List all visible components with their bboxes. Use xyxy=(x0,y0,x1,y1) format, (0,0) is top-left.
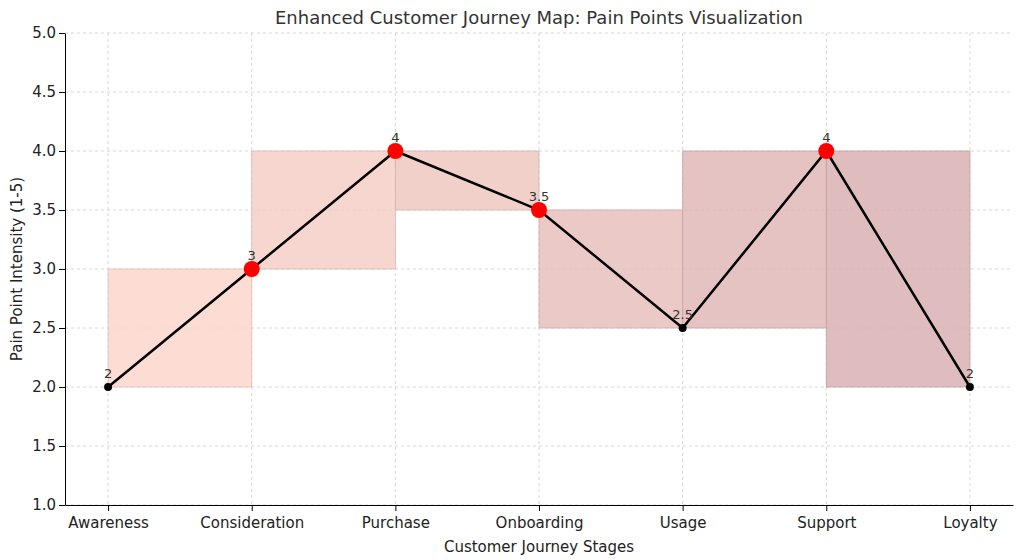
x-tick: Loyalty xyxy=(943,505,997,532)
grid-line xyxy=(65,92,1013,93)
circle-marker xyxy=(244,261,260,277)
grid xyxy=(65,33,1013,505)
x-tick: Consideration xyxy=(200,505,304,532)
data-label: 2 xyxy=(966,366,974,381)
x-tick-label: Purchase xyxy=(362,514,430,532)
circle-marker xyxy=(104,383,112,391)
y-tick-mark xyxy=(59,33,65,34)
data-label: 2.5 xyxy=(672,307,693,322)
y-tick: 1.0 xyxy=(32,496,65,514)
x-tick: Purchase xyxy=(362,505,430,532)
x-tick: Awareness xyxy=(68,505,149,532)
y-tick-label: 1.5 xyxy=(32,437,56,455)
x-tick-label: Usage xyxy=(660,514,707,532)
circle-marker xyxy=(966,383,974,391)
circle-marker xyxy=(679,324,687,332)
y-tick-mark xyxy=(59,151,65,152)
circle-marker xyxy=(818,143,834,159)
y-tick-label: 3.5 xyxy=(32,201,56,219)
data-label: 3.5 xyxy=(529,189,550,204)
y-tick-mark xyxy=(59,446,65,447)
x-tick-mark xyxy=(395,505,396,511)
data-label: 4 xyxy=(822,130,830,145)
y-axis: 1.0 1.5 2.0 2.5 3.0 3.5 4.0 4.5 5.0 xyxy=(32,24,65,514)
x-tick: Usage xyxy=(660,505,707,532)
x-tick: Onboarding xyxy=(496,505,584,532)
plot-area xyxy=(104,143,974,391)
data-label: 2 xyxy=(104,366,112,381)
y-tick-label: 1.0 xyxy=(32,496,56,514)
x-tick: Support xyxy=(797,505,856,532)
y-tick-label: 3.0 xyxy=(32,260,56,278)
y-tick-mark xyxy=(59,210,65,211)
x-axis-title: Customer Journey Stages xyxy=(444,538,634,556)
x-tick-mark xyxy=(539,505,540,511)
y-tick: 4.0 xyxy=(32,142,65,160)
x-tick-mark xyxy=(970,505,971,511)
x-tick-label: Consideration xyxy=(200,514,304,532)
circle-marker xyxy=(387,143,403,159)
data-labels: 2 3 4 3.5 2.5 4 2 xyxy=(104,130,974,381)
y-tick-label: 2.5 xyxy=(32,319,56,337)
y-tick-mark xyxy=(59,92,65,93)
y-tick-mark xyxy=(59,269,65,270)
x-tick-mark xyxy=(252,505,253,511)
y-tick-label: 4.0 xyxy=(32,142,56,160)
y-tick-label: 2.0 xyxy=(32,378,56,396)
y-tick-mark xyxy=(59,505,65,506)
x-tick-label: Loyalty xyxy=(943,514,997,532)
x-tick-label: Support xyxy=(797,514,856,532)
y-tick: 3.0 xyxy=(32,260,65,278)
grid-line xyxy=(65,446,1013,447)
y-tick: 5.0 xyxy=(32,24,65,42)
x-tick-mark xyxy=(826,505,827,511)
y-tick-label: 4.5 xyxy=(32,83,56,101)
line xyxy=(108,151,970,387)
y-tick: 4.5 xyxy=(32,83,65,101)
x-tick-label: Awareness xyxy=(68,514,149,532)
y-axis-line xyxy=(65,34,66,506)
circle-marker xyxy=(531,202,547,218)
title: Enhanced Customer Journey Map: Pain Poin… xyxy=(275,7,803,28)
y-tick-mark xyxy=(59,328,65,329)
y-tick: 3.5 xyxy=(32,201,65,219)
y-tick-label: 5.0 xyxy=(32,24,56,42)
chart: 2 3 4 3.5 2.5 4 2 Awareness Consideration Purchas… xyxy=(0,0,1024,560)
y-tick-mark xyxy=(59,387,65,388)
y-axis-title: Pain Point Intensity (1-5) xyxy=(8,177,26,361)
y-tick: 2.5 xyxy=(32,319,65,337)
x-tick-mark xyxy=(108,505,109,511)
y-tick: 2.0 xyxy=(32,378,65,396)
x-tick-label: Onboarding xyxy=(496,514,584,532)
data-label: 3 xyxy=(248,248,256,263)
x-tick-mark xyxy=(683,505,684,511)
y-tick: 1.5 xyxy=(32,437,65,455)
x-axis: Awareness Consideration Purchase Onboarding… xyxy=(66,505,1014,532)
data-label: 4 xyxy=(391,130,399,145)
